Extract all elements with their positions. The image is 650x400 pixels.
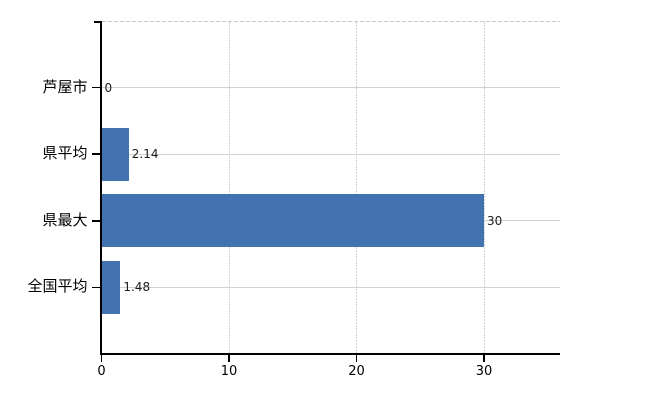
x-axis-tick xyxy=(483,355,485,362)
x-axis-tick xyxy=(228,355,230,362)
x-tick-label-30: 30 xyxy=(475,364,493,379)
horizontal-gridline xyxy=(101,153,560,155)
y-axis-top-cap-tick xyxy=(93,21,100,23)
category-label-県最大: 県最大 xyxy=(42,210,88,229)
vertical-gridline-20 xyxy=(356,22,357,354)
bar-全国平均 xyxy=(101,260,121,314)
bar-県最大 xyxy=(101,194,484,248)
vertical-gridline-30 xyxy=(483,22,485,354)
category-label-県平均: 県平均 xyxy=(42,144,88,163)
category-tick xyxy=(91,86,100,89)
vertical-gridline-10 xyxy=(228,22,230,354)
category-label-全国平均: 全国平均 xyxy=(27,277,88,296)
value-label: 30 xyxy=(487,213,503,228)
value-label: 1.48 xyxy=(123,280,151,295)
x-tick-label-0: 0 xyxy=(97,364,106,379)
x-axis-tick xyxy=(100,355,103,362)
category-label-芦屋市: 芦屋市 xyxy=(42,77,88,96)
category-tick xyxy=(91,153,100,155)
category-tick xyxy=(91,220,100,222)
plot-top-border xyxy=(101,21,560,22)
value-label: 2.14 xyxy=(131,147,159,162)
x-axis-tick xyxy=(355,355,358,362)
y-axis-line xyxy=(99,21,102,355)
value-label: 0 xyxy=(104,80,113,95)
bar-県平均 xyxy=(101,127,129,181)
horizontal-gridline xyxy=(101,87,560,89)
horizontal-gridline xyxy=(101,286,560,288)
x-tick-label-10: 10 xyxy=(220,364,238,379)
category-tick xyxy=(91,286,100,289)
x-axis-line xyxy=(99,353,560,355)
x-tick-label-20: 20 xyxy=(348,364,365,379)
